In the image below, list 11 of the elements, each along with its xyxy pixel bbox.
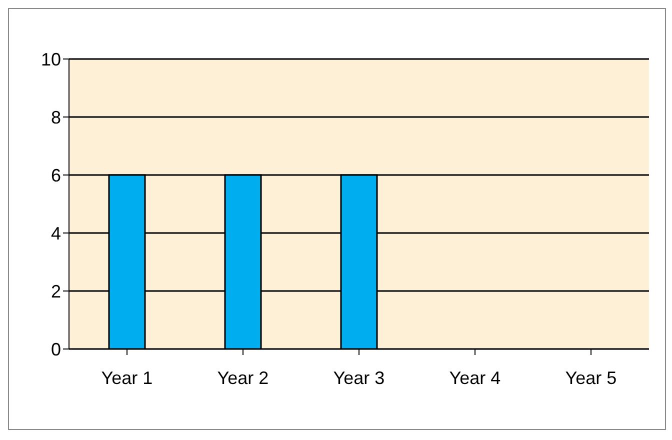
y-tick-label: 10 bbox=[40, 49, 61, 70]
x-tick-label: Year 2 bbox=[217, 368, 269, 388]
y-tick-label: 4 bbox=[50, 223, 61, 244]
x-tick-label: Year 1 bbox=[101, 368, 153, 388]
y-tick-label: 0 bbox=[50, 339, 61, 360]
x-tick-label: Year 4 bbox=[449, 368, 501, 388]
y-tick-label: 8 bbox=[50, 107, 61, 128]
y-tick-label: 6 bbox=[50, 165, 61, 186]
y-tick-label: 2 bbox=[50, 281, 61, 302]
x-tick-label: Year 3 bbox=[333, 368, 385, 388]
x-tick-label: Year 5 bbox=[565, 368, 617, 388]
